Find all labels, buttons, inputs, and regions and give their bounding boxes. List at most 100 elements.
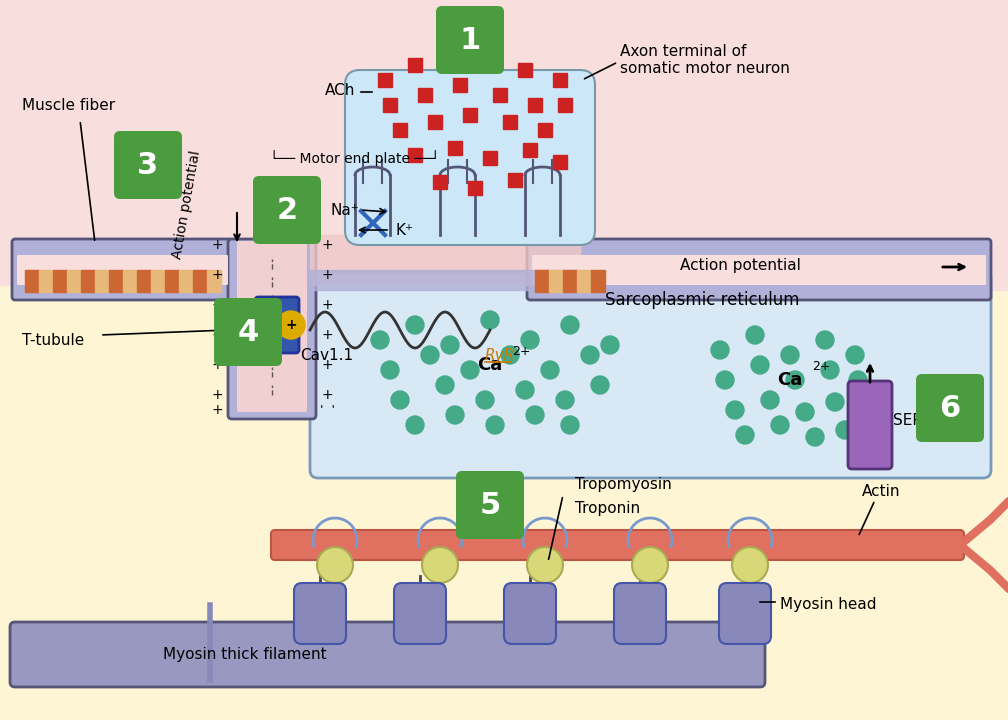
Circle shape xyxy=(632,547,668,583)
FancyBboxPatch shape xyxy=(916,374,984,442)
Circle shape xyxy=(561,416,579,434)
Bar xyxy=(39,270,53,292)
Bar xyxy=(81,270,95,292)
Circle shape xyxy=(561,316,579,334)
Bar xyxy=(523,143,537,157)
Circle shape xyxy=(786,371,804,389)
Bar xyxy=(448,141,462,155)
Bar xyxy=(483,151,497,165)
FancyBboxPatch shape xyxy=(271,530,964,560)
Text: ACh: ACh xyxy=(325,83,355,97)
Bar xyxy=(538,123,552,137)
FancyBboxPatch shape xyxy=(237,241,307,412)
Bar xyxy=(67,270,81,292)
Text: Ca: Ca xyxy=(777,371,802,389)
Text: Action potential: Action potential xyxy=(170,150,203,261)
Circle shape xyxy=(381,361,399,379)
Text: +: + xyxy=(212,403,223,417)
Bar xyxy=(310,235,580,285)
Circle shape xyxy=(501,346,519,364)
Circle shape xyxy=(591,376,609,394)
Text: Ca: Ca xyxy=(478,356,503,374)
Circle shape xyxy=(732,547,768,583)
Bar xyxy=(553,155,566,169)
Bar xyxy=(179,270,193,292)
Text: +: + xyxy=(285,318,296,332)
Bar xyxy=(483,53,497,67)
FancyBboxPatch shape xyxy=(114,131,182,199)
Text: SERCA: SERCA xyxy=(893,413,943,428)
Bar xyxy=(528,98,542,112)
Bar xyxy=(468,181,482,195)
Text: Troponin: Troponin xyxy=(575,500,640,516)
Text: +: + xyxy=(212,298,223,312)
Text: +: + xyxy=(212,328,223,342)
FancyBboxPatch shape xyxy=(436,6,504,74)
Text: RyR: RyR xyxy=(485,348,515,362)
Circle shape xyxy=(442,336,459,354)
FancyBboxPatch shape xyxy=(228,239,316,419)
Bar xyxy=(25,270,39,292)
FancyBboxPatch shape xyxy=(614,583,666,644)
Bar xyxy=(577,270,591,292)
Text: +: + xyxy=(212,358,223,372)
Circle shape xyxy=(751,356,769,374)
Bar xyxy=(408,148,422,162)
Circle shape xyxy=(317,547,353,583)
Text: 5: 5 xyxy=(480,490,501,520)
Bar xyxy=(463,108,477,122)
Bar xyxy=(418,88,432,102)
Bar xyxy=(549,270,563,292)
Circle shape xyxy=(556,391,574,409)
Text: 1: 1 xyxy=(460,25,481,55)
FancyBboxPatch shape xyxy=(848,381,892,469)
Bar xyxy=(518,63,532,77)
FancyBboxPatch shape xyxy=(345,70,595,245)
Text: +: + xyxy=(322,328,333,342)
FancyBboxPatch shape xyxy=(504,583,556,644)
Text: 4: 4 xyxy=(237,318,259,346)
Text: Na⁺: Na⁺ xyxy=(330,202,359,217)
FancyBboxPatch shape xyxy=(12,239,233,300)
Circle shape xyxy=(541,361,559,379)
Circle shape xyxy=(736,426,754,444)
Bar xyxy=(393,123,407,137)
Text: +: + xyxy=(322,388,333,402)
Circle shape xyxy=(826,393,844,411)
Circle shape xyxy=(526,406,544,424)
Text: +: + xyxy=(322,298,333,312)
Text: +: + xyxy=(322,268,333,282)
Text: +: + xyxy=(212,238,223,252)
Text: K⁺: K⁺ xyxy=(395,222,413,238)
Bar xyxy=(443,48,457,62)
Bar xyxy=(95,270,109,292)
Circle shape xyxy=(391,391,409,409)
Bar xyxy=(535,270,549,292)
Text: Sarcoplasmic reticulum: Sarcoplasmic reticulum xyxy=(605,291,799,309)
Circle shape xyxy=(746,326,764,344)
Text: Cav1.1: Cav1.1 xyxy=(300,348,353,362)
Text: └── Motor end plate ──┘: └── Motor end plate ──┘ xyxy=(270,150,439,166)
Circle shape xyxy=(516,381,534,399)
FancyBboxPatch shape xyxy=(456,471,524,539)
Circle shape xyxy=(601,336,619,354)
Circle shape xyxy=(461,361,479,379)
Bar xyxy=(591,270,605,292)
FancyBboxPatch shape xyxy=(255,297,299,353)
Circle shape xyxy=(446,406,464,424)
Text: T-tubule: T-tubule xyxy=(22,333,85,348)
FancyBboxPatch shape xyxy=(527,239,991,300)
Bar xyxy=(165,270,179,292)
FancyBboxPatch shape xyxy=(719,583,771,644)
Circle shape xyxy=(476,391,494,409)
Bar xyxy=(310,270,580,290)
Circle shape xyxy=(849,371,867,389)
Circle shape xyxy=(816,331,834,349)
FancyBboxPatch shape xyxy=(532,255,986,285)
Circle shape xyxy=(726,401,744,419)
Bar xyxy=(378,73,392,87)
Circle shape xyxy=(486,416,504,434)
Bar xyxy=(109,270,123,292)
Circle shape xyxy=(781,346,799,364)
Text: Axon terminal of
somatic motor neuron: Axon terminal of somatic motor neuron xyxy=(620,44,790,76)
